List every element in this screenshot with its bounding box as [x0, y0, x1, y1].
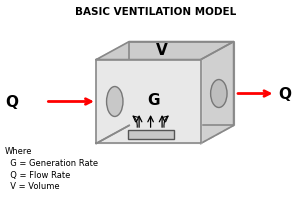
Ellipse shape	[211, 80, 227, 108]
Ellipse shape	[106, 87, 123, 117]
Text: G = Generation Rate: G = Generation Rate	[5, 158, 98, 167]
Bar	[128, 130, 174, 139]
Polygon shape	[96, 60, 201, 144]
Polygon shape	[129, 42, 234, 126]
Text: Q: Q	[278, 87, 291, 102]
Polygon shape	[96, 42, 234, 60]
Text: Q = Flow Rate: Q = Flow Rate	[5, 170, 70, 179]
Text: Where: Where	[5, 147, 33, 156]
Text: V = Volume: V = Volume	[5, 181, 60, 190]
Text: Q: Q	[5, 95, 18, 109]
Text: G: G	[148, 93, 160, 108]
Polygon shape	[201, 42, 234, 144]
Text: BASIC VENTILATION MODEL: BASIC VENTILATION MODEL	[75, 7, 237, 17]
Text: V: V	[156, 43, 167, 58]
